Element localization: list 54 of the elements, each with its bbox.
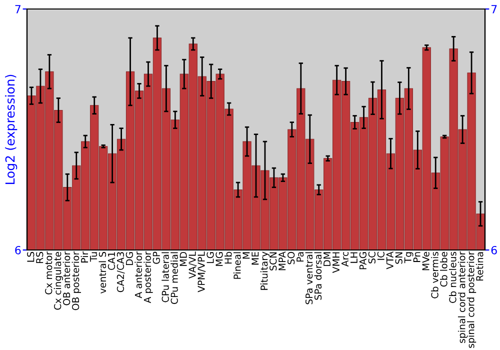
x-tick-label: LS	[27, 252, 34, 262]
x-tick-label: VMH	[332, 252, 340, 274]
x-tick-label: MPA	[278, 251, 286, 270]
x-tick-label: Tu	[90, 252, 98, 262]
x-tick-label: MVe	[422, 252, 430, 270]
x-tick-label: ventral S	[98, 252, 106, 294]
x-tick-label: GP	[152, 252, 160, 264]
x-tick-label: VPM/VPL	[198, 251, 206, 292]
x-tick-label: M	[242, 252, 250, 259]
x-tick-label: SCN	[270, 252, 277, 270]
x-tick-label: CPu lateral	[162, 252, 169, 302]
x-tick-label: CPu medial	[170, 252, 178, 304]
x-tick-label: RS	[36, 252, 44, 264]
x-tick-label: DG	[126, 252, 134, 266]
x-tick-label: Cb lobe	[440, 252, 448, 287]
x-tick-label: Arc	[342, 252, 349, 267]
x-tick-label: spinal cord posterior	[466, 251, 476, 348]
x-tick-label: Pn	[413, 252, 420, 262]
x-tick-label: CA1	[108, 252, 116, 270]
x-tick-label: MD	[180, 252, 187, 266]
x-tick-label: SN	[395, 252, 402, 264]
x-tick-label: MG	[216, 252, 223, 266]
x-tick-label: PAG	[359, 252, 367, 270]
x-tick-label: Retina	[476, 252, 484, 281]
x-tick-label: Pa	[296, 252, 304, 262]
x-tick-label: VTA	[386, 251, 394, 270]
x-tick-label: LG	[206, 252, 214, 264]
x-tick-label: SPa ventral	[305, 252, 313, 304]
x-tick-label: SO	[288, 252, 295, 264]
y2-tick-label: 6	[491, 246, 497, 254]
x-tick-label: Pituitary	[260, 252, 270, 290]
x-tick-label: Cx motor	[45, 251, 52, 294]
x-tick-label: DM	[324, 252, 330, 266]
x-tick-label: A posterior	[144, 251, 153, 304]
x-tick-label: OB anterior	[62, 251, 70, 306]
x-tick-label: spinal cord anterior	[458, 251, 468, 343]
y-axis-title: Log2 (expression)	[5, 74, 18, 184]
x-tick-label: Hb	[224, 252, 232, 264]
x-tick-label: Cb nucleus	[449, 252, 456, 303]
x-tick-label: Cx cingulate	[54, 252, 63, 310]
x-tick-label: Pir	[80, 251, 88, 262]
x-tick-label: Tg	[404, 252, 414, 264]
x-tick-label: Pineal	[233, 252, 241, 279]
x-tick-label: SPa dorsal	[314, 252, 322, 300]
x-tick-label: LH	[350, 252, 358, 263]
x-tick-label: SC	[368, 252, 376, 264]
x-tick-label: Cb vermis	[431, 252, 438, 298]
x-tick-label: ME	[252, 252, 259, 265]
x-tick-label: IC	[377, 252, 384, 260]
x-tick-label: CA2/CA3	[116, 252, 125, 292]
x-tick-label: A anterior	[134, 251, 142, 298]
x-tick-label: OB posterior	[72, 251, 81, 310]
y2-tick-label: 7	[491, 5, 497, 14]
x-tick-label: VA/VL	[188, 251, 197, 279]
